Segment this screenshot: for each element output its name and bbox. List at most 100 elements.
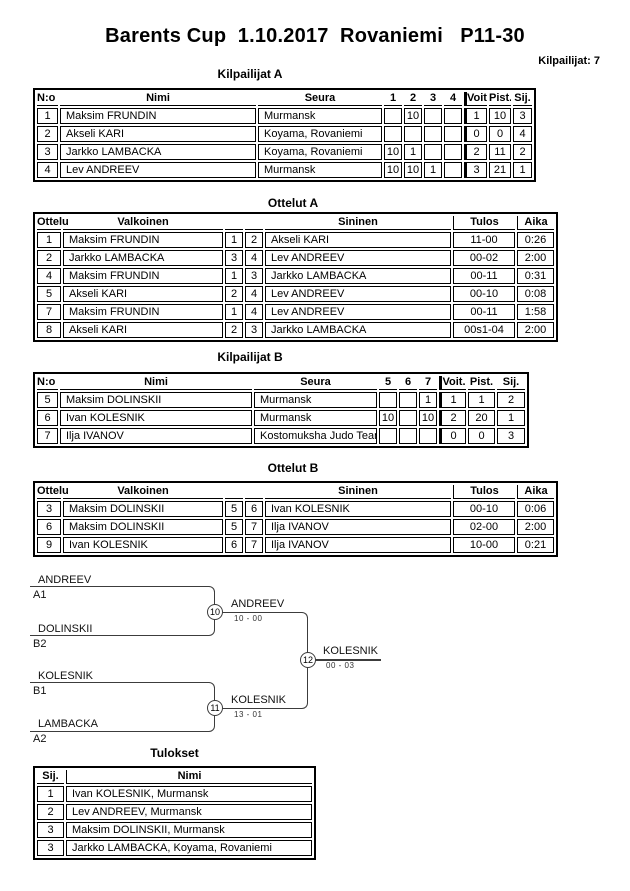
col-points: Pist. xyxy=(489,92,511,106)
bracket-slot-seed: A1 xyxy=(33,589,47,601)
cell-name: Akseli KARI xyxy=(60,126,256,142)
cell-blue-no: 4 xyxy=(245,286,263,302)
col-time: Aika xyxy=(517,216,554,230)
cell-score: 10 xyxy=(404,162,422,178)
cell-score: 1 xyxy=(419,392,437,408)
bracket-slot-name: ANDREEV xyxy=(38,574,92,586)
table-row: 8 Akseli KARI 2 3 Jarkko LAMBACKA 00s1-0… xyxy=(37,322,554,338)
table-row: 1 Maksim FRUNDIN 1 2 Akseli KARI 11-00 0… xyxy=(37,232,554,248)
cell-match: 6 xyxy=(37,519,61,535)
cell-time: 1:58 xyxy=(517,304,554,320)
cell-blue: Ilja IVANOV xyxy=(265,519,451,535)
col-place: Sij. xyxy=(37,770,64,784)
cell-score xyxy=(424,144,442,160)
bracket-match-score: 10 - 00 xyxy=(234,614,263,623)
cell-white-no: 3 xyxy=(225,250,243,266)
table-row: 2 Jarkko LAMBACKA 3 4 Lev ANDREEV 00-02 … xyxy=(37,250,554,266)
col-match: Ottelu xyxy=(37,216,69,230)
col-match: Ottelu xyxy=(37,485,69,499)
cell-score xyxy=(444,126,462,142)
cell-points: 21 xyxy=(489,162,511,178)
col-name: Nimi xyxy=(60,92,256,106)
pool-b-header-row: N:o Nimi Seura 5 6 7 Voit. Pist. Sij. xyxy=(37,376,525,390)
table-row: 4 Lev ANDREEV Murmansk 10 10 1 3 21 1 xyxy=(37,162,532,178)
table-row: 2 Akseli KARI Koyama, Rovaniemi 0 0 4 xyxy=(37,126,532,142)
results-header-row: Sij. Nimi xyxy=(37,770,312,784)
cell-time: 0:08 xyxy=(517,286,554,302)
cell-score: 1 xyxy=(404,144,422,160)
cell-result: 00-11 xyxy=(453,304,515,320)
cell-place: 3 xyxy=(497,428,525,444)
col-opp-2: 2 xyxy=(404,92,422,106)
matches-a-heading: Ottelut A xyxy=(267,196,319,210)
cell-white-no: 5 xyxy=(225,501,243,517)
cell-name: Maksim FRUNDIN xyxy=(60,108,256,124)
cell-blue-no: 7 xyxy=(245,519,263,535)
cell-blue: Lev ANDREEV xyxy=(265,304,451,320)
cell-wins: 3 xyxy=(464,162,487,178)
cell-wins: 2 xyxy=(439,410,466,426)
col-no: N:o xyxy=(37,92,58,106)
pool-a-heading: Kilpailijat A xyxy=(217,67,283,81)
cell-name: Jarkko LAMBACKA, Koyama, Rovaniemi xyxy=(66,840,312,856)
bracket-match-score: 13 - 01 xyxy=(234,710,263,719)
bracket-winner-name: KOLESNIK xyxy=(231,694,287,706)
cell-result: 00-10 xyxy=(453,501,515,517)
cell-place: 1 xyxy=(37,786,64,802)
entrants-count: Kilpailijat: 7 xyxy=(538,55,600,67)
table-row: 7 Ilja IVANOV Kostomuksha Judo Team 0 0 … xyxy=(37,428,525,444)
col-opp-7: 7 xyxy=(419,376,437,390)
cell-no: 1 xyxy=(37,108,58,124)
cell-white: Jarkko LAMBACKA xyxy=(63,250,223,266)
cell-score xyxy=(399,428,417,444)
col-blue-no xyxy=(245,216,263,230)
cell-place: 3 xyxy=(513,108,532,124)
cell-match: 9 xyxy=(37,537,61,553)
table-row: 6 Ivan KOLESNIK Murmansk 10 10 2 20 1 xyxy=(37,410,525,426)
col-result: Tulos xyxy=(453,216,515,230)
cell-place: 3 xyxy=(37,840,64,856)
cell-score xyxy=(424,126,442,142)
cell-blue-no: 7 xyxy=(245,537,263,553)
cell-points: 0 xyxy=(489,126,511,142)
table-row: 9 Ivan KOLESNIK 6 7 Ilja IVANOV 10-00 0:… xyxy=(37,537,554,553)
cell-place: 1 xyxy=(497,410,525,426)
matches-b-header-row: Ottelu Valkoinen Sininen Tulos Aika xyxy=(37,485,554,499)
cell-result: 00-02 xyxy=(453,250,515,266)
cell-no: 3 xyxy=(37,144,58,160)
cell-match: 5 xyxy=(37,286,61,302)
cell-no: 2 xyxy=(37,126,58,142)
cell-name: Lev ANDREEV xyxy=(60,162,256,178)
cell-name: Maksim DOLINSKII, Murmansk xyxy=(66,822,312,838)
col-wins: Voit. xyxy=(464,92,487,106)
cell-blue-no: 2 xyxy=(245,232,263,248)
cell-blue-no: 4 xyxy=(245,250,263,266)
cell-place: 2 xyxy=(37,804,64,820)
cell-score xyxy=(399,392,417,408)
col-blue-no xyxy=(245,485,263,499)
cell-score xyxy=(384,108,402,124)
cell-blue: Akseli KARI xyxy=(265,232,451,248)
cell-points: 1 xyxy=(468,392,495,408)
bracket-slot-seed: A2 xyxy=(33,733,47,745)
col-place: Sij. xyxy=(497,376,525,390)
cell-white: Maksim DOLINSKII xyxy=(63,501,223,517)
matches-a-table: Ottelu Valkoinen Sininen Tulos Aika 1 Ma… xyxy=(33,212,558,342)
cell-result: 10-00 xyxy=(453,537,515,553)
cell-score xyxy=(444,144,462,160)
cell-name: Ivan KOLESNIK xyxy=(60,410,252,426)
match-number-badge: 11 xyxy=(207,700,223,716)
table-row: 6 Maksim DOLINSKII 5 7 Ilja IVANOV 02-00… xyxy=(37,519,554,535)
cell-blue-no: 3 xyxy=(245,268,263,284)
cell-club: Kostomuksha Judo Team xyxy=(254,428,377,444)
pool-b-heading: Kilpailijat B xyxy=(217,350,283,364)
cell-blue: Ilja IVANOV xyxy=(265,537,451,553)
cell-match: 8 xyxy=(37,322,61,338)
col-white-no xyxy=(225,485,243,499)
col-blue: Sininen xyxy=(265,485,451,499)
results-table: Sij. Nimi 1 Ivan KOLESNIK, Murmansk 2 Le… xyxy=(33,766,316,860)
table-row: 3 Maksim DOLINSKII 5 6 Ivan KOLESNIK 00-… xyxy=(37,501,554,517)
cell-white-no: 6 xyxy=(225,537,243,553)
bracket-winner-name: ANDREEV xyxy=(231,598,285,610)
